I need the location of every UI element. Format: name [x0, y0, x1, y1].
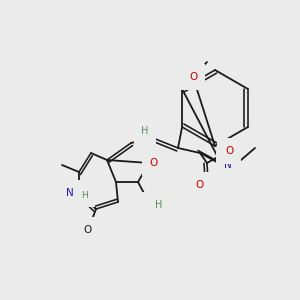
Text: H: H — [155, 200, 162, 210]
Text: O: O — [196, 180, 204, 190]
Text: H: H — [81, 190, 88, 200]
Text: O: O — [150, 158, 158, 168]
Text: N: N — [224, 160, 232, 170]
Text: N: N — [66, 188, 74, 198]
Text: O: O — [148, 200, 156, 210]
Text: O: O — [189, 72, 197, 82]
Text: O: O — [84, 225, 92, 235]
Text: O: O — [225, 146, 233, 156]
Text: H: H — [141, 126, 149, 136]
